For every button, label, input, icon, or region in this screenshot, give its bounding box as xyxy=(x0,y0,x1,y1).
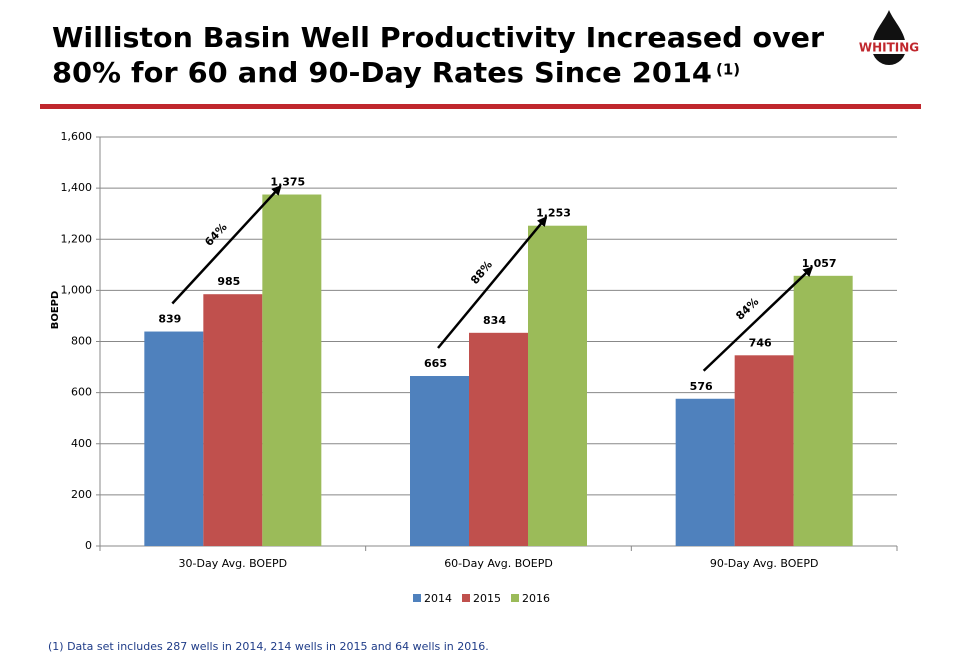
legend-swatch xyxy=(462,594,470,602)
title-note: (1) xyxy=(716,61,740,79)
value-label: 1,253 xyxy=(536,207,571,220)
x-tick-label: 30-Day Avg. BOEPD xyxy=(179,557,288,570)
value-label: 839 xyxy=(158,313,181,326)
y-tick-label: 200 xyxy=(71,488,92,501)
y-tick-label: 600 xyxy=(71,386,92,399)
growth-arrow xyxy=(437,216,548,349)
x-tick-label: 90-Day Avg. BOEPD xyxy=(710,557,819,570)
legend-swatch xyxy=(511,594,519,602)
title-rule xyxy=(40,104,921,109)
bar xyxy=(734,355,794,546)
bar xyxy=(144,331,204,546)
y-tick-label: 1,600 xyxy=(61,130,93,143)
growth-arrow xyxy=(702,266,814,372)
y-tick-label: 800 xyxy=(71,335,92,348)
logo: WHITING xyxy=(857,10,921,65)
legend-label: 2014 xyxy=(424,592,452,605)
legend-swatch xyxy=(413,594,421,602)
bar xyxy=(203,294,263,546)
x-tick-label: 60-Day Avg. BOEPD xyxy=(444,557,553,570)
value-label: 985 xyxy=(217,275,240,288)
logo-text: WHITING xyxy=(859,41,919,55)
bar xyxy=(793,275,853,546)
legend-label: 2015 xyxy=(473,592,501,605)
value-label: 576 xyxy=(690,380,713,393)
y-axis-label: BOEPD xyxy=(50,291,61,330)
bar xyxy=(262,194,322,546)
bar xyxy=(528,225,587,546)
value-label: 746 xyxy=(749,336,772,349)
y-tick-label: 1,000 xyxy=(61,283,93,296)
bar xyxy=(469,332,528,546)
legend-label: 2016 xyxy=(522,592,550,605)
y-tick-label: 400 xyxy=(71,437,92,450)
y-tick-label: 1,400 xyxy=(61,181,93,194)
y-tick-label: 0 xyxy=(85,539,92,552)
growth-arrow xyxy=(171,185,282,305)
slide-title: Williston Basin Well Productivity Increa… xyxy=(52,21,824,54)
value-label: 1,375 xyxy=(270,176,305,189)
bar xyxy=(675,398,735,546)
value-label: 1,057 xyxy=(802,257,837,270)
value-label: 665 xyxy=(424,357,447,370)
bar xyxy=(410,376,469,546)
y-tick-label: 1,200 xyxy=(61,232,93,245)
slide-title: 80% for 60 and 90-Day Rates Since 2014 xyxy=(52,56,712,89)
footnote: (1) Data set includes 287 wells in 2014,… xyxy=(48,640,489,653)
value-label: 834 xyxy=(483,314,506,327)
